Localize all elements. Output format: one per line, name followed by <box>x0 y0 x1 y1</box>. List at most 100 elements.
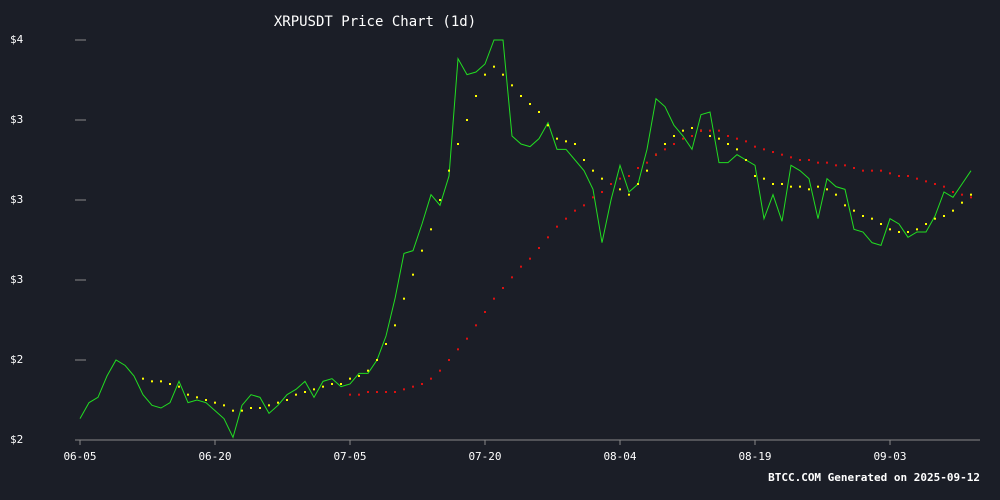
ma-dot <box>925 180 927 183</box>
ma-dot <box>367 369 369 372</box>
ma-dot <box>277 401 279 404</box>
ma-dot <box>880 169 882 172</box>
ma-dot <box>349 393 351 396</box>
x-tick-label: 08-19 <box>738 450 771 463</box>
ma-dot <box>862 215 864 217</box>
ma-dot <box>844 204 846 207</box>
ma-dot <box>394 324 396 327</box>
x-tick-label: 08-04 <box>603 450 636 463</box>
ma-dot <box>358 393 360 396</box>
ma-dot <box>835 193 837 196</box>
ma-dot <box>682 137 684 140</box>
ma-dot <box>961 193 963 196</box>
ma-dot <box>718 129 720 132</box>
ma-dot <box>376 359 378 361</box>
ma-dot <box>754 175 756 177</box>
ma-dot <box>205 399 207 401</box>
ma-dot <box>727 135 729 137</box>
ma-dot <box>142 377 144 380</box>
ma-dot <box>304 391 306 393</box>
ma-dot <box>466 119 468 121</box>
ma-dot <box>421 383 423 385</box>
ma-dot <box>691 135 693 137</box>
ma-dot <box>331 383 333 385</box>
ma-dot <box>781 153 783 156</box>
ma-dot <box>871 169 873 172</box>
ma-dot <box>808 188 810 191</box>
ma-dot <box>520 265 522 268</box>
ma-dot <box>385 343 387 345</box>
ma-dot <box>601 191 603 193</box>
ma-dot <box>547 124 549 127</box>
ma-dot <box>529 257 531 260</box>
ma-dot <box>844 164 846 167</box>
ma-dot <box>619 177 621 180</box>
ma-dot <box>232 409 234 412</box>
ma-dot <box>682 129 684 132</box>
ma-dot <box>664 143 666 145</box>
y-tick-label: $3 <box>10 113 23 126</box>
ma-dot <box>151 380 153 383</box>
ma-dot <box>268 404 270 407</box>
ma-dot <box>385 391 387 393</box>
ma-dot <box>826 161 828 164</box>
ma-dot <box>538 247 540 249</box>
ma-dot <box>286 399 288 401</box>
ma-dot <box>367 391 369 393</box>
ma-dot <box>583 204 585 207</box>
ma-dot <box>457 348 459 351</box>
ma-dot <box>403 388 405 391</box>
ma-dot <box>358 375 360 377</box>
ma-dot <box>160 380 162 383</box>
ma-dot <box>340 383 342 385</box>
ma-dot <box>673 135 675 137</box>
y-tick-label: $2 <box>10 353 23 366</box>
ma-dot <box>727 143 729 145</box>
ma-dot <box>556 225 558 228</box>
ma-dot <box>259 407 261 409</box>
ma-dot <box>808 159 810 161</box>
ma-dot <box>907 175 909 177</box>
ma-dot <box>250 407 252 409</box>
y-tick-label: $3 <box>10 273 23 286</box>
ma-dot <box>718 137 720 140</box>
ma-dot <box>556 137 558 140</box>
ma-dot <box>466 337 468 340</box>
ma-dot <box>223 404 225 407</box>
ma-dot <box>790 156 792 159</box>
ma-dot <box>709 129 711 132</box>
x-tick-label: 06-20 <box>198 450 231 463</box>
ma-dot <box>799 159 801 161</box>
ma-dot <box>637 183 639 185</box>
ma-dot <box>628 193 630 196</box>
ma-dot <box>736 137 738 140</box>
ma-dot <box>448 169 450 172</box>
ma-dot <box>241 409 243 412</box>
ma-dot <box>637 167 639 169</box>
ma-dot <box>934 183 936 185</box>
ma-dot <box>961 201 963 204</box>
ma-dot <box>916 228 918 231</box>
ma-dot <box>871 217 873 220</box>
ma-dot <box>745 159 747 161</box>
ma-dot <box>529 103 531 105</box>
chart-title: XRPUSDT Price Chart (1d) <box>274 14 476 30</box>
price-line <box>79 39 972 439</box>
footer: BTCC.COM Generated on 2025-09-12 <box>768 471 980 484</box>
ma-dot <box>790 185 792 188</box>
ma-dot <box>745 140 747 143</box>
ma-dot <box>628 175 630 177</box>
ma-dot <box>187 393 189 396</box>
ma-dot <box>592 196 594 199</box>
ma-dot <box>196 396 198 399</box>
ma-dot <box>565 217 567 220</box>
ma-dot <box>817 185 819 188</box>
ma-dot <box>907 231 909 233</box>
ma-dot <box>547 236 549 239</box>
ma-dot <box>826 188 828 191</box>
ma-dot <box>502 73 504 76</box>
ma-dot <box>502 287 504 289</box>
ma-dot <box>538 111 540 113</box>
ma-dot <box>484 311 486 313</box>
ma-dot <box>376 391 378 393</box>
